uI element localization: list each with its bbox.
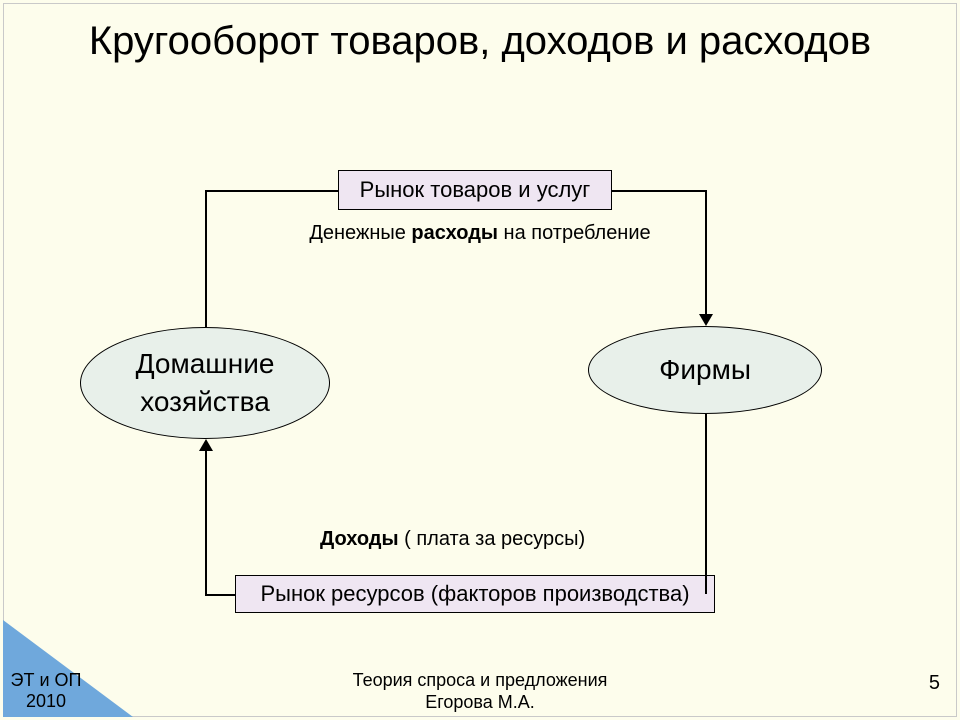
firms-node: Фирмы: [588, 326, 822, 414]
households-label-1: Домашние: [136, 345, 275, 383]
income-flow-label: Доходы ( плата за ресурсы): [320, 528, 585, 551]
page-number: 5: [929, 672, 940, 695]
corner-line-1: ЭТ и ОП: [6, 670, 86, 691]
expenditure-suffix: на потребление: [498, 222, 651, 244]
corner-badge-text: ЭТ и ОП 2010: [6, 670, 86, 711]
flow-line: [205, 190, 338, 192]
goods-market-label: Рынок товаров и услуг: [360, 177, 591, 203]
corner-line-2: 2010: [6, 691, 86, 712]
goods-market-box: Рынок товаров и услуг: [338, 170, 612, 210]
income-bold: Доходы: [320, 528, 399, 550]
flow-line: [705, 414, 707, 594]
firms-label: Фирмы: [659, 351, 751, 389]
households-label-2: хозяйства: [136, 383, 275, 421]
arrowhead-icon: [699, 314, 713, 326]
expenditure-flow-label: Денежные расходы на потребление: [280, 222, 680, 245]
resource-market-label: Рынок ресурсов (факторов производства): [260, 581, 689, 607]
footer-center: Теория спроса и предложения Егорова М.А.: [300, 670, 660, 713]
footer-line-1: Теория спроса и предложения: [300, 670, 660, 692]
footer-line-2: Егорова М.А.: [300, 692, 660, 714]
flow-line: [205, 449, 207, 594]
flow-line: [205, 190, 207, 327]
slide: Кругооборот товаров, доходов и расходов …: [0, 0, 960, 720]
expenditure-prefix: Денежные: [309, 222, 411, 244]
households-node: Домашние хозяйства: [80, 327, 330, 439]
flow-line: [205, 594, 235, 596]
flow-line: [612, 190, 705, 192]
resource-market-box: Рынок ресурсов (факторов производства): [235, 575, 715, 613]
slide-title: Кругооборот товаров, доходов и расходов: [40, 18, 920, 64]
flow-line: [705, 190, 707, 316]
arrowhead-icon: [199, 439, 213, 451]
expenditure-bold: расходы: [411, 222, 498, 244]
income-suffix: ( плата за ресурсы): [399, 528, 586, 550]
